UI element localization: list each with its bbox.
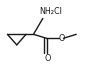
Text: NH₂Cl: NH₂Cl [40,7,63,16]
Text: O: O [58,34,65,43]
Text: O: O [44,54,51,63]
